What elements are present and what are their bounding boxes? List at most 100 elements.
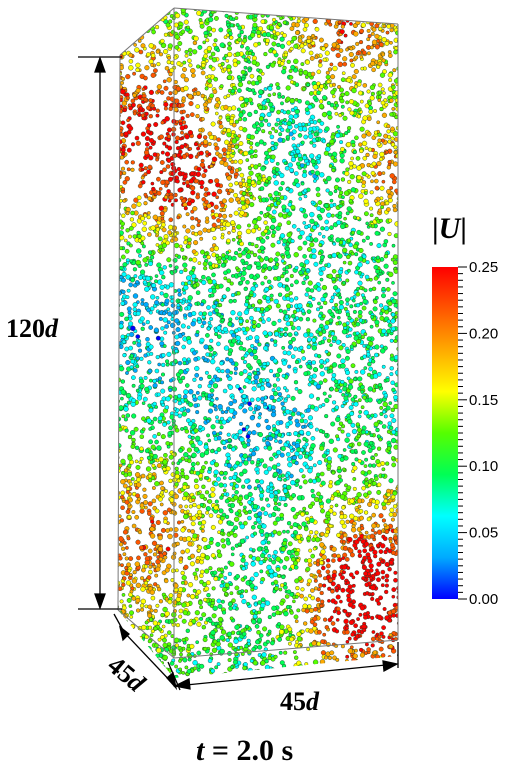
particle (366, 37, 371, 42)
particle (271, 554, 276, 559)
particle (361, 305, 367, 311)
particle (332, 65, 338, 72)
particle (160, 326, 165, 331)
particle (261, 523, 267, 529)
particle (212, 89, 218, 95)
particle (358, 142, 363, 147)
particle (274, 122, 279, 127)
particle (298, 316, 304, 322)
particle (211, 613, 217, 619)
particle (336, 353, 342, 359)
particle (217, 334, 222, 339)
particle (206, 544, 211, 550)
particle (118, 630, 121, 635)
particle (146, 52, 151, 57)
particle (338, 421, 344, 426)
particle (210, 486, 216, 492)
particle (301, 280, 306, 286)
particle (192, 588, 197, 593)
particle (228, 401, 234, 406)
particle (378, 667, 383, 672)
particle (174, 242, 180, 249)
particle (177, 586, 184, 593)
particle (206, 254, 211, 260)
particle (123, 417, 128, 422)
particle (276, 462, 281, 467)
particle (159, 480, 164, 486)
particle (249, 145, 253, 150)
particle (275, 516, 281, 522)
particle (160, 527, 166, 533)
particle (305, 511, 309, 516)
particle (151, 562, 156, 567)
particle (121, 29, 126, 34)
particle (356, 434, 361, 439)
particle (159, 160, 165, 165)
particle (152, 378, 157, 384)
particle (379, 303, 384, 308)
particle (129, 353, 134, 358)
particle (234, 181, 239, 186)
particle (324, 180, 328, 185)
particle (253, 354, 259, 361)
particle (284, 556, 290, 562)
particle (168, 106, 173, 112)
particle (357, 414, 362, 419)
particle (187, 434, 192, 439)
particle (204, 150, 209, 155)
particle (285, 321, 291, 327)
particle (190, 321, 196, 327)
particle (393, 394, 398, 400)
particle (349, 174, 355, 180)
particle (312, 616, 318, 622)
particle (216, 48, 220, 53)
particle (124, 556, 129, 561)
particle (245, 295, 250, 300)
particle (380, 559, 384, 564)
particle (183, 284, 189, 291)
particle (178, 614, 183, 619)
particle (179, 299, 184, 304)
particle (168, 478, 173, 484)
particle (391, 179, 397, 185)
particle (309, 573, 314, 578)
particle (130, 22, 136, 27)
particle (216, 638, 221, 643)
particle (179, 269, 184, 275)
particle (267, 615, 272, 620)
particle (219, 567, 224, 572)
particle (198, 18, 203, 22)
particle (285, 529, 290, 534)
particle (213, 204, 219, 210)
particle (358, 40, 364, 45)
particle (386, 24, 391, 29)
particle (339, 158, 345, 164)
particle (169, 441, 174, 446)
particle (267, 279, 272, 284)
particle (257, 524, 262, 530)
particle (209, 536, 214, 542)
particle (308, 478, 313, 484)
particle (199, 605, 204, 610)
particle (296, 411, 301, 416)
particle (148, 569, 153, 575)
particle (319, 277, 324, 282)
particle (288, 114, 294, 120)
particle (131, 383, 136, 388)
particle (311, 253, 317, 260)
particle (301, 521, 307, 527)
particle (328, 483, 333, 489)
particle (154, 300, 160, 305)
particle (264, 664, 270, 670)
particle (118, 537, 119, 543)
particle (199, 573, 204, 579)
particle (366, 89, 371, 94)
particle (260, 533, 265, 537)
particle (207, 288, 213, 293)
particle (159, 284, 165, 290)
particle (145, 21, 151, 27)
particle (261, 319, 266, 324)
particle (157, 637, 162, 642)
particle (165, 164, 171, 169)
